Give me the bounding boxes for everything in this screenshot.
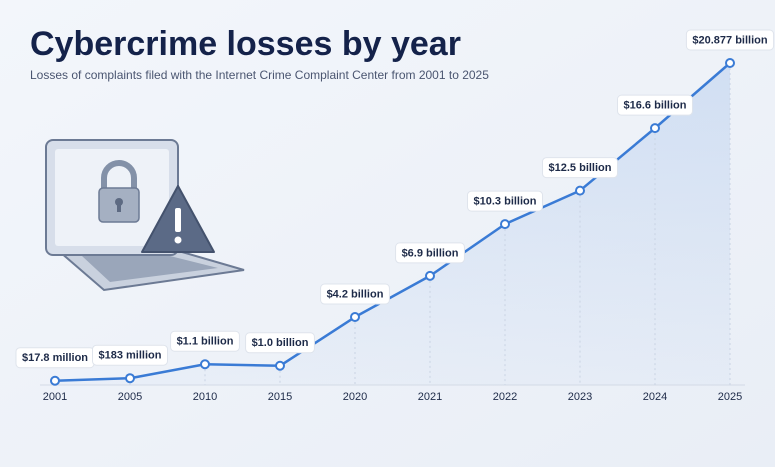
label-box: [467, 190, 543, 212]
laptop-illustration: [45, 139, 245, 292]
data-label: $16.6 billion: [617, 94, 693, 116]
area: [55, 63, 730, 385]
data-label: $10.3 billion: [467, 190, 543, 212]
value-label: $20.877 billion: [692, 34, 767, 46]
data-label: $6.9 billion: [395, 242, 465, 264]
label-box: [395, 242, 465, 264]
x-tick-label: 2001: [43, 391, 67, 403]
x-tick-label: 2020: [343, 391, 367, 403]
point: [425, 270, 435, 281]
point: [125, 373, 135, 384]
value-label: $183 million: [99, 350, 162, 362]
point: [200, 359, 210, 370]
point: [350, 312, 360, 323]
point: [275, 360, 285, 371]
plot-area: 2001 $17.8 million 2005 $183 million 2010 $1.…: [15, 29, 775, 403]
value-label: $16.6 billion: [624, 100, 687, 112]
chart-subtitle: Losses of complaints filed with the Inte…: [30, 68, 489, 82]
point: [500, 219, 510, 230]
data-label: $4.2 billion: [320, 283, 390, 305]
label-box: [685, 29, 775, 51]
data-label: $12.5 billion: [542, 157, 618, 179]
data-label: $17.8 million: [15, 347, 95, 369]
value-label: $4.2 billion: [327, 288, 384, 300]
data-label: $1.0 billion: [245, 332, 315, 354]
label-box: [170, 330, 240, 352]
x-tick-label: 2022: [493, 391, 517, 403]
label-box: [542, 157, 618, 179]
x-tick-label: 2010: [193, 391, 217, 403]
value-label: $6.9 billion: [402, 247, 459, 259]
x-tick-label: 2021: [418, 391, 442, 403]
value-label: $12.5 billion: [549, 162, 612, 174]
label-box: [92, 344, 168, 366]
point: [725, 58, 735, 68]
x-tick-label: 2024: [643, 391, 667, 403]
data-label: $1.1 billion: [170, 330, 240, 352]
label-box: [320, 283, 390, 305]
value-label: $10.3 billion: [474, 196, 537, 208]
label-box: [617, 94, 693, 116]
label-box: [245, 332, 315, 354]
data-label: $183 million: [92, 344, 168, 366]
point: [575, 185, 585, 196]
value-label: $1.1 billion: [177, 336, 234, 348]
line: [54, 62, 731, 382]
chart-title: Cybercrime losses by year: [30, 25, 461, 63]
x-tick-label: 2023: [568, 391, 592, 403]
value-label: $1.0 billion: [252, 337, 309, 349]
point: [650, 123, 660, 134]
x-tick-label: 2005: [118, 391, 142, 403]
value-label: $17.8 million: [22, 352, 88, 364]
data-label: $20.877 billion: [685, 29, 775, 51]
x-tick-label: 2025: [718, 391, 742, 403]
x-tick-label: 2015: [268, 391, 292, 403]
point: [50, 375, 60, 386]
